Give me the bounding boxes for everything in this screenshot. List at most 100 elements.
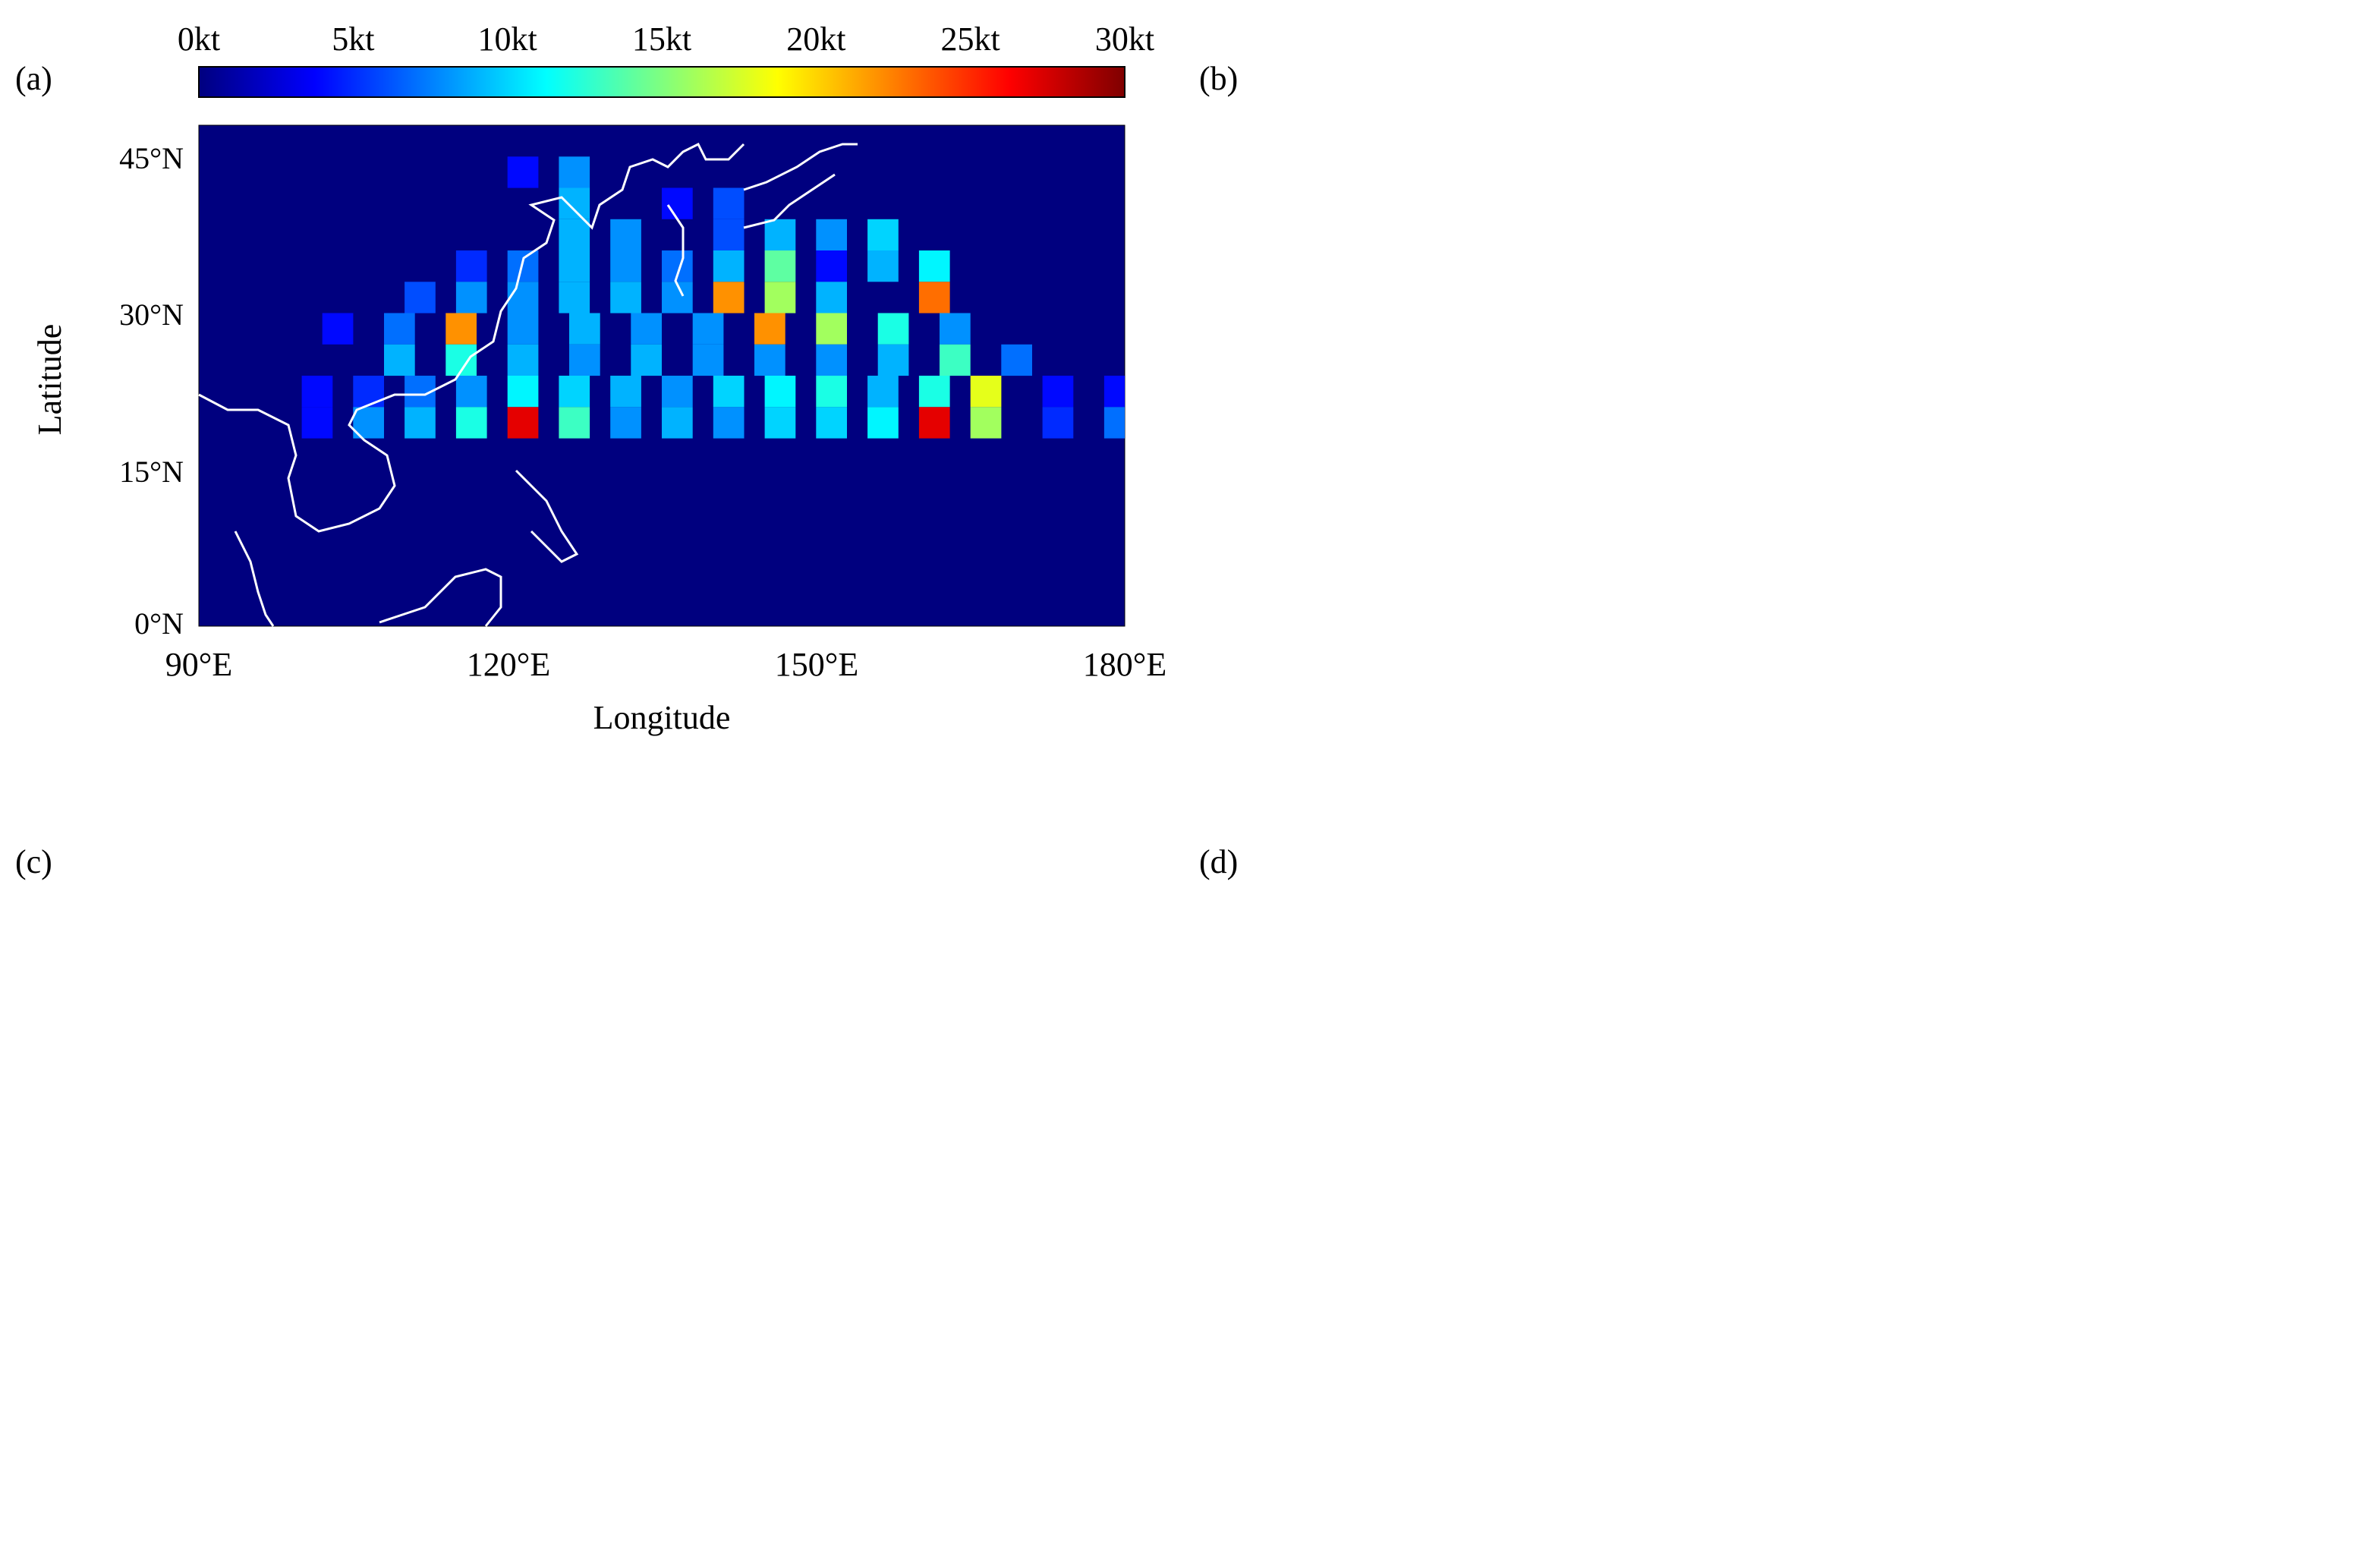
heatmap-cell	[445, 313, 477, 345]
heatmap-cell	[610, 407, 641, 438]
heatmap-cell	[765, 376, 796, 407]
heatmap-cell	[754, 345, 785, 376]
heatmap-cell	[508, 156, 539, 187]
panel-a-colorbar-tick-label: 25kt	[941, 20, 1000, 58]
heatmap-cell	[1104, 407, 1125, 438]
panel-a-xtick-150: 150°E	[775, 646, 858, 683]
heatmap-cell	[971, 376, 1002, 407]
heatmap-cell	[754, 313, 785, 345]
heatmap-cell	[816, 250, 847, 282]
heatmap-cell	[693, 313, 724, 345]
panel-b: (b)	[1199, 60, 1238, 97]
panel-a-x-ticks: 90°E 120°E 150°E 180°E	[165, 646, 1166, 683]
panel-c: (c)	[15, 843, 52, 880]
heatmap-cell	[816, 313, 847, 345]
panel-a-colorbar-tick-label: 30kt	[1095, 20, 1154, 58]
heatmap-cell	[302, 407, 333, 438]
panel-d: (d)	[1199, 843, 1238, 880]
heatmap-cell	[323, 313, 354, 345]
panel-a-ytick-0: 0°N	[134, 606, 184, 641]
heatmap-cell	[919, 407, 950, 438]
panel-b-label: (b)	[1199, 60, 1238, 97]
heatmap-cell	[919, 282, 950, 313]
heatmap-cell	[816, 345, 847, 376]
panel-a-xlabel: Longitude	[593, 699, 731, 736]
heatmap-cell	[713, 407, 745, 438]
heatmap-cell	[713, 282, 745, 313]
panel-a-colorbar-tick-label: 20kt	[786, 20, 845, 58]
heatmap-cell	[559, 156, 590, 187]
heatmap-cell	[508, 345, 539, 376]
panel-a-colorbar-tick-label: 15kt	[632, 20, 691, 58]
heatmap-cell	[353, 376, 384, 407]
heatmap-cell	[662, 188, 693, 219]
heatmap-cell	[508, 250, 539, 282]
heatmap-cell	[610, 250, 641, 282]
heatmap-cell	[405, 407, 436, 438]
panel-c-label: (c)	[15, 843, 52, 880]
panel-a-xtick-180: 180°E	[1083, 646, 1166, 683]
heatmap-cell	[867, 250, 899, 282]
heatmap-cell	[713, 188, 745, 219]
heatmap-cell	[816, 282, 847, 313]
heatmap-cell	[1043, 407, 1074, 438]
heatmap-cell	[1043, 376, 1074, 407]
panel-a-label: (a)	[15, 60, 52, 97]
heatmap-cell	[456, 282, 487, 313]
heatmap-cell	[662, 407, 693, 438]
panel-d-label: (d)	[1199, 843, 1238, 880]
heatmap-cell	[765, 219, 796, 250]
heatmap-cell	[559, 407, 590, 438]
heatmap-cell	[867, 407, 899, 438]
heatmap-cell	[631, 313, 662, 345]
panel-a-colorbar-gradient	[199, 67, 1125, 97]
heatmap-cell	[878, 313, 909, 345]
heatmap-cell	[919, 376, 950, 407]
heatmap-cell	[765, 407, 796, 438]
heatmap-cell	[940, 345, 971, 376]
panel-a-colorbar-tick-label: 5kt	[332, 20, 374, 58]
panel-a-ylabel: Latitude	[31, 324, 68, 436]
heatmap-cell	[559, 282, 590, 313]
heatmap-cell	[610, 282, 641, 313]
heatmap-cell	[302, 376, 333, 407]
heatmap-cell	[867, 219, 899, 250]
panel-a: (a) 0kt 5kt 10kt 15kt 20kt 25kt 30kt 0°N 15°N …	[15, 20, 1166, 736]
heatmap-cell	[559, 219, 590, 250]
heatmap-cell	[878, 345, 909, 376]
heatmap-cell	[559, 188, 590, 219]
panel-a-y-ticks: 0°N 15°N 30°N 45°N	[119, 141, 184, 641]
heatmap-cell	[569, 313, 600, 345]
heatmap-cell	[610, 219, 641, 250]
heatmap-cell	[559, 376, 590, 407]
heatmap-cell	[559, 250, 590, 282]
heatmap-cell	[384, 313, 415, 345]
heatmap-cell	[765, 282, 796, 313]
panel-a-colorbar-tick-label: 0kt	[178, 20, 220, 58]
heatmap-cell	[405, 282, 436, 313]
heatmap-cell	[713, 376, 745, 407]
heatmap-cell	[867, 376, 899, 407]
panel-a-ytick-30: 30°N	[119, 298, 184, 332]
panel-a-ytick-45: 45°N	[119, 141, 184, 175]
heatmap-cell	[456, 250, 487, 282]
heatmap-cell	[508, 376, 539, 407]
heatmap-cell	[508, 313, 539, 345]
heatmap-cell	[713, 250, 745, 282]
heatmap-cell	[971, 407, 1002, 438]
heatmap-cell	[662, 376, 693, 407]
heatmap-cell	[569, 345, 600, 376]
heatmap-cell	[940, 313, 971, 345]
panel-a-colorbar: 0kt 5kt 10kt 15kt 20kt 25kt 30kt	[178, 20, 1154, 97]
heatmap-cell	[1001, 345, 1032, 376]
heatmap-cell	[1104, 376, 1125, 407]
panel-a-colorbar-tick-label: 10kt	[478, 20, 537, 58]
heatmap-cell	[765, 250, 796, 282]
heatmap-cell	[816, 407, 847, 438]
heatmap-cell	[713, 219, 745, 250]
heatmap-cell	[610, 376, 641, 407]
panel-a-xtick-120: 120°E	[467, 646, 550, 683]
heatmap-cell	[816, 376, 847, 407]
heatmap-cell	[631, 345, 662, 376]
heatmap-cell	[456, 376, 487, 407]
